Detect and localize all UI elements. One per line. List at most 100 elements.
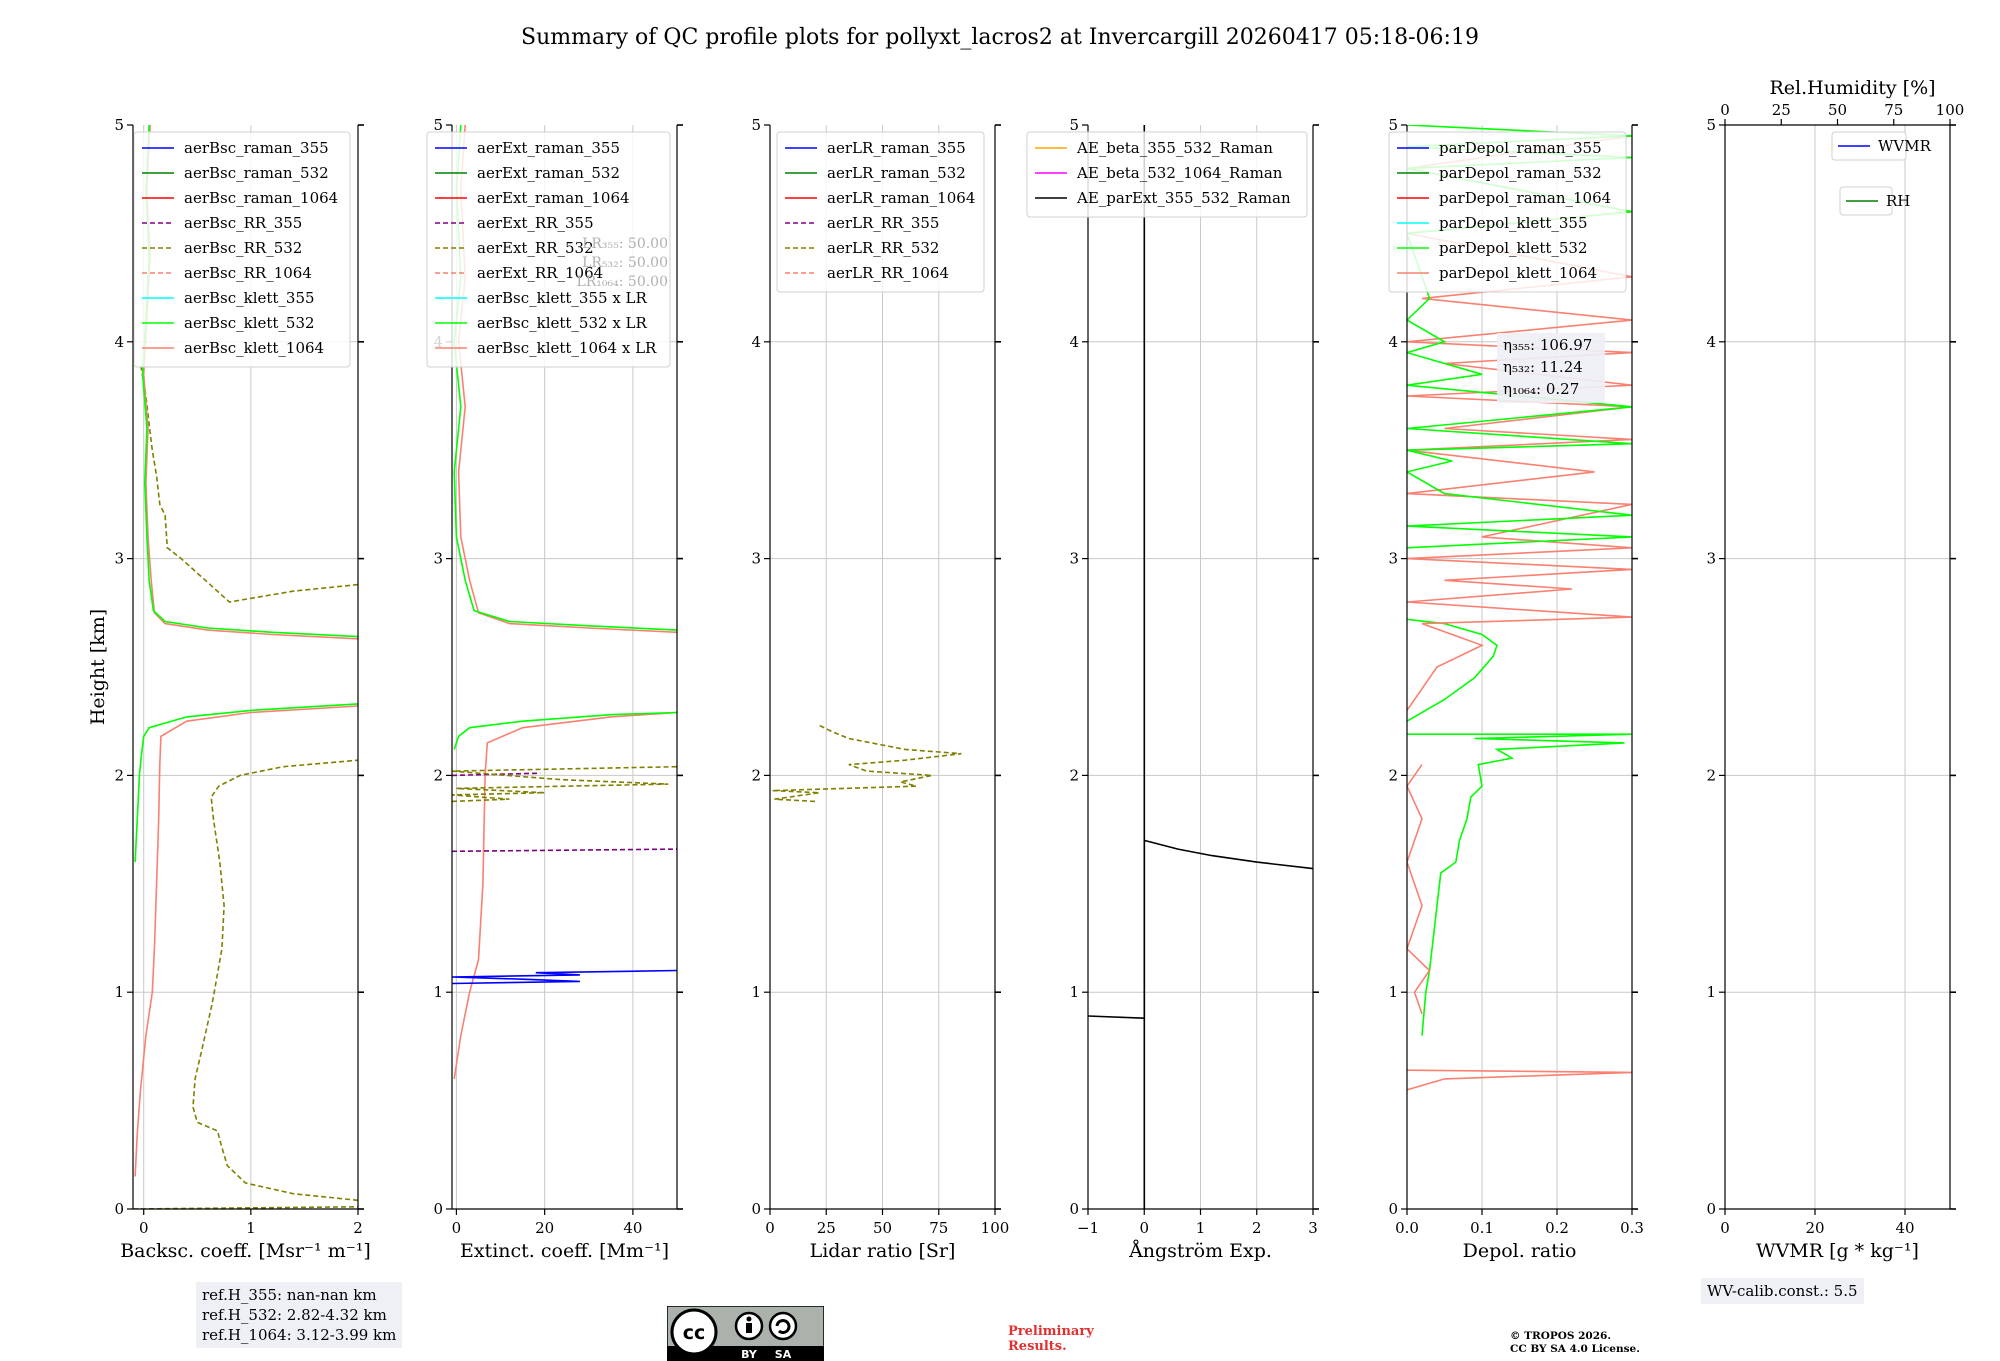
series-parDepol_klett_1064_c xyxy=(1407,135,1632,711)
xtick-label: 0.1 xyxy=(1470,1219,1494,1237)
series-aerBsc_RR_532_base xyxy=(133,1206,358,1209)
panel-depol: 0 1 2 3 4 5 0.0 0.1 0.2 0.3 Depol. ratio parDepol_r… xyxy=(1388,116,1643,1262)
legend-label: aerBsc_RR_532 xyxy=(184,239,302,257)
x-axis-label: Backsc. coeff. [Msr⁻¹ m⁻¹] xyxy=(120,1240,371,1262)
top-xtick-label: 100 xyxy=(1936,101,1965,119)
lr-annotation: LR₃₅₅: 50.00 xyxy=(582,236,668,252)
xtick-label: 0 xyxy=(1720,1219,1730,1237)
panel-bsc: 0 1 2 3 4 5 0 1 2 Backsc. coeff. [Msr⁻¹ m⁻¹] aerBs… xyxy=(114,116,370,1262)
preliminary-line-2: Results. xyxy=(1008,1339,1067,1354)
legend-label: parDepol_klett_532 xyxy=(1439,239,1588,257)
ytick-label: 1 xyxy=(751,983,761,1001)
legend-label: aerExt_RR_1064 xyxy=(477,264,603,282)
legend-box xyxy=(426,131,671,368)
preliminary-line-1: Preliminary xyxy=(1008,1324,1094,1339)
ytick-label: 1 xyxy=(1706,983,1716,1001)
ytick-label: 3 xyxy=(751,550,761,568)
legend-label: aerBsc_klett_355 x LR xyxy=(477,289,648,307)
legend-label: aerBsc_raman_355 xyxy=(184,139,329,157)
legend-label: AE_beta_355_532_Raman xyxy=(1076,139,1273,157)
legend-label: aerBsc_klett_355 xyxy=(184,289,315,307)
top-axis-label: Rel.Humidity [%] xyxy=(1769,77,1935,99)
lr-annotation: LR₁₀₆₄: 50.00 xyxy=(576,274,668,290)
series-group xyxy=(772,724,962,803)
cc-icon xyxy=(670,1308,718,1356)
xtick-label: 25 xyxy=(817,1219,836,1237)
xtick-label: −1 xyxy=(1077,1219,1099,1237)
legend-label: aerLR_RR_355 xyxy=(827,214,939,232)
legend-label: parDepol_raman_532 xyxy=(1439,164,1602,182)
series-aerBsc_RR_532_top xyxy=(139,363,358,603)
xtick-label: 1 xyxy=(1196,1219,1206,1237)
series-aerExt_RR_532 xyxy=(452,765,677,803)
refh-355: ref.H_355: nan-nan km xyxy=(202,1286,377,1304)
legend-label: aerBsc_klett_532 x LR xyxy=(477,314,648,332)
ytick-label: 0 xyxy=(1706,1200,1716,1218)
legend-label: aerBsc_RR_355 xyxy=(184,214,302,232)
ytick-label: 4 xyxy=(1388,333,1398,351)
ytick-label: 5 xyxy=(433,116,443,134)
series-group xyxy=(1088,125,1313,1209)
eta-box xyxy=(1497,333,1605,403)
xtick-label: 1 xyxy=(246,1219,256,1237)
legend-label: aerExt_raman_355 xyxy=(477,139,620,157)
svg-text:cc: cc xyxy=(683,1322,706,1344)
legend-label: aerLR_raman_355 xyxy=(827,139,966,157)
series-aerBsc_klett_1064 xyxy=(134,705,358,1177)
xtick-label: 20 xyxy=(535,1219,554,1237)
legend-box xyxy=(133,131,351,368)
legend-label: parDepol_klett_355 xyxy=(1439,214,1588,232)
copyright-note: © TROPOS 2026. CC BY SA 4.0 License. xyxy=(1510,1330,1640,1356)
xtick-label: 0 xyxy=(765,1219,775,1237)
ytick-label: 3 xyxy=(433,550,443,568)
legend-label: aerLR_raman_532 xyxy=(827,164,966,182)
series-aerBsc_klett_1064 x LR xyxy=(453,711,677,1080)
sa-label: SA xyxy=(775,1348,792,1361)
xtick-label: 2 xyxy=(353,1219,363,1237)
ytick-label: 4 xyxy=(114,333,124,351)
ytick-label: 2 xyxy=(433,766,443,784)
figure-title: Summary of QC profile plots for pollyxt_… xyxy=(521,25,1479,50)
series-parDepol_klett_1064_b xyxy=(1407,764,1431,1015)
lr-annotation: LR₅₃₂: 50.00 xyxy=(582,255,668,271)
legend-label: aerExt_raman_532 xyxy=(477,164,620,182)
ytick-label: 2 xyxy=(114,766,124,784)
series-aerExt_RR_355_a xyxy=(452,848,677,853)
ytick-label: 1 xyxy=(433,983,443,1001)
xtick-label: 3 xyxy=(1308,1219,1318,1237)
xtick-label: 50 xyxy=(873,1219,892,1237)
series-aerExt_raman_355 xyxy=(452,969,677,985)
xtick-label: 0.2 xyxy=(1545,1219,1569,1237)
ytick-label: 2 xyxy=(751,766,761,784)
legend-label: aerBsc_klett_1064 x LR xyxy=(477,339,657,357)
legend-box xyxy=(1026,131,1308,218)
series-aerLR_RR_532 xyxy=(772,724,962,803)
ytick-label: 5 xyxy=(114,116,124,134)
series-aerBsc_klett_532 xyxy=(134,703,358,863)
top-xtick-label: 0 xyxy=(1720,101,1730,119)
cc-by-sa-badge: cc BY SA xyxy=(667,1306,824,1361)
sa-icon xyxy=(768,1311,798,1341)
xtick-label: 40 xyxy=(623,1219,642,1237)
y-axis-label: Height [km] xyxy=(87,609,109,725)
wv-calib-box: WV-calib.const.: 5.5 xyxy=(1701,1278,1864,1304)
copyright-line-2: CC BY SA 4.0 License. xyxy=(1510,1343,1640,1355)
legend-label: aerExt_RR_355 xyxy=(477,214,594,232)
legend-label: aerBsc_RR_1064 xyxy=(184,264,312,282)
ytick-label: 2 xyxy=(1388,766,1398,784)
xtick-label: 0 xyxy=(452,1219,462,1237)
ytick-label: 2 xyxy=(1069,766,1079,784)
ytick-label: 3 xyxy=(1388,550,1398,568)
legend-label: aerLR_RR_1064 xyxy=(827,264,949,282)
ytick-label: 0 xyxy=(433,1200,443,1218)
legend-label: parDepol_klett_1064 xyxy=(1439,264,1597,282)
xtick-label: 0 xyxy=(139,1219,149,1237)
legend-label: AE_beta_532_1064_Raman xyxy=(1076,164,1283,182)
xtick-label: 100 xyxy=(981,1219,1010,1237)
refh-box: ref.H_355: nan-nan km ref.H_532: 2.82-4.… xyxy=(196,1282,403,1348)
top-xtick-label: 25 xyxy=(1772,101,1791,119)
xtick-label: 75 xyxy=(929,1219,948,1237)
